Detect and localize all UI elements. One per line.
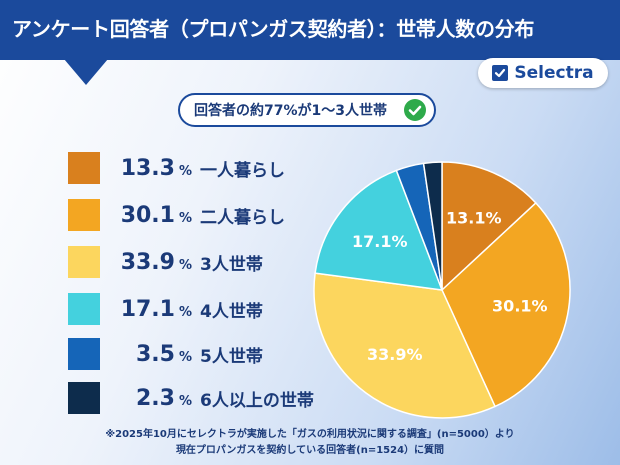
pie-chart: 13.1% 30.1% 33.9% 17.1% [313,161,571,419]
legend-label: 一人暮らし [200,160,285,181]
pie-slice-four-person [314,169,444,291]
legend-percent: 17.1% [118,297,192,322]
legend-value: 17.1 [120,296,175,322]
highlight-text: 回答者の約77%が1～3人世帯 [194,103,387,119]
legend-row-four-person: 17.1% 4人世帯 [68,292,263,326]
legend-row-three-person: 33.9% 3人世帯 [68,245,263,279]
footnote-line: ※2025年10月にセレクトラが実施した「ガスの利用状況に関する調査」(n=50… [105,429,515,440]
footnote-line: 現在プロパンガスを契約している回答者(n=1524）に質問 [175,445,445,456]
legend-value: 13.3 [120,155,175,181]
legend-unit: % [178,393,192,409]
checkmark-logo-icon [492,65,509,81]
pie-data-label-two-person: 30.1% [492,297,548,316]
legend-value: 3.5 [135,341,175,367]
legend-percent: 13.3% [118,156,192,181]
pie-slice-one-person [441,161,537,292]
check-circle-icon [404,99,426,121]
footnote: ※2025年10月にセレクトラが実施した「ガスの利用状況に関する調査」(n=50… [0,427,620,459]
legend-swatch [68,293,100,325]
legend-value: 2.3 [135,385,175,411]
legend-percent: 3.5% [118,342,192,367]
legend-unit: % [178,257,192,273]
highlight-callout: 回答者の約77%が1～3人世帯 [178,93,436,127]
pie-data-label-four-person: 17.1% [352,232,408,251]
legend-row-five-person: 3.5% 5人世帯 [68,337,263,371]
legend-row-two-person: 30.1% 二人暮らし [68,198,285,232]
legend-swatch [68,382,100,414]
legend-swatch [68,199,100,231]
legend-swatch [68,246,100,278]
legend-label: 6人以上の世帯 [200,390,314,411]
pie-slice-six-plus-person [422,161,443,291]
legend-swatch [68,152,100,184]
legend-percent: 30.1% [118,203,192,228]
legend-unit: % [178,349,192,365]
legend-label: 二人暮らし [200,207,285,228]
legend-label: 5人世帯 [200,346,263,367]
header-notch [64,59,108,85]
legend-swatch [68,338,100,370]
pie-data-label-three-person: 33.9% [367,345,423,364]
legend-percent: 33.9% [118,250,192,275]
legend-label: 3人世帯 [200,254,263,275]
header-bar: アンケート回答者（プロパンガス契約者）：世帯人数の分布 [0,0,620,60]
legend-label: 4人世帯 [200,301,263,322]
legend-unit: % [178,163,192,179]
legend-row-one-person: 13.3% 一人暮らし [68,151,285,185]
selectra-logo: Selectra [478,58,608,88]
legend-unit: % [178,210,192,226]
page-title: アンケート回答者（プロパンガス契約者）：世帯人数の分布 [12,17,535,41]
legend-value: 30.1 [120,202,175,228]
pie-slice-three-person [313,272,497,419]
pie-slice-two-person [441,201,571,408]
logo-text: Selectra [514,63,594,83]
legend-value: 33.9 [120,249,175,275]
pie-data-label-one-person: 13.1% [446,208,502,227]
legend-row-six-plus-person: 2.3% 6人以上の世帯 [68,381,314,415]
legend-percent: 2.3% [118,386,192,411]
legend-unit: % [178,304,192,320]
